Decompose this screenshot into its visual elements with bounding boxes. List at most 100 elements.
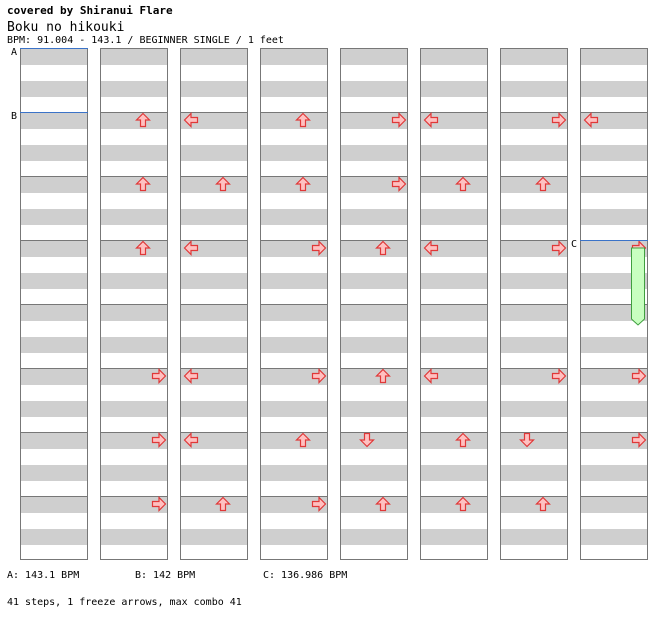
- bpm-legend-c: C: 136.986 BPM: [263, 570, 348, 581]
- measure-line: [421, 304, 487, 305]
- chart-column-5: [340, 48, 408, 560]
- left-arrow-icon: [423, 240, 439, 256]
- chart-column-2: [100, 48, 168, 560]
- measure-line: [261, 304, 327, 305]
- step-summary: 41 steps, 1 freeze arrows, max combo 41: [7, 597, 242, 608]
- right-arrow-icon: [391, 176, 407, 192]
- measure-line: [341, 112, 407, 113]
- up-arrow-icon: [535, 496, 551, 512]
- right-arrow-icon: [551, 240, 567, 256]
- bpm-change-line: [20, 48, 88, 49]
- chart-column-7: [500, 48, 568, 560]
- measure-line: [21, 368, 87, 369]
- right-arrow-icon: [631, 368, 647, 384]
- right-arrow-icon: [551, 112, 567, 128]
- measure-line: [581, 176, 647, 177]
- measure-line: [341, 496, 407, 497]
- measure-line: [581, 112, 647, 113]
- measure-line: [181, 368, 247, 369]
- measure-line: [181, 432, 247, 433]
- up-arrow-icon: [535, 176, 551, 192]
- measure-line: [501, 368, 567, 369]
- measure-line: [501, 304, 567, 305]
- right-arrow-icon: [551, 368, 567, 384]
- measure-line: [261, 240, 327, 241]
- right-arrow-icon: [151, 368, 167, 384]
- measure-line: [501, 496, 567, 497]
- up-arrow-icon: [455, 496, 471, 512]
- bpm-change-line: [20, 112, 88, 113]
- right-arrow-icon: [631, 432, 647, 448]
- down-arrow-icon: [359, 432, 375, 448]
- up-arrow-icon: [375, 496, 391, 512]
- measure-line: [261, 176, 327, 177]
- measure-line: [181, 176, 247, 177]
- measure-line: [21, 496, 87, 497]
- up-arrow-icon: [215, 496, 231, 512]
- credit-line: covered by Shiranui Flare: [7, 4, 173, 17]
- freeze-arrow-icon: [630, 247, 646, 331]
- up-arrow-icon: [135, 176, 151, 192]
- measure-line: [261, 368, 327, 369]
- right-arrow-icon: [311, 368, 327, 384]
- up-arrow-icon: [295, 432, 311, 448]
- chart-column-3: [180, 48, 248, 560]
- measure-line: [21, 432, 87, 433]
- measure-line: [341, 368, 407, 369]
- measure-line: [101, 368, 167, 369]
- left-arrow-icon: [183, 368, 199, 384]
- measure-line: [181, 496, 247, 497]
- measure-line: [501, 432, 567, 433]
- chart-info: BPM: 91.004 - 143.1 / BEGINNER SINGLE / …: [7, 35, 284, 46]
- right-arrow-icon: [151, 432, 167, 448]
- up-arrow-icon: [375, 240, 391, 256]
- measure-line: [421, 240, 487, 241]
- song-title: Boku no hikouki: [7, 20, 125, 35]
- up-arrow-icon: [135, 112, 151, 128]
- up-arrow-icon: [295, 112, 311, 128]
- measure-line: [501, 176, 567, 177]
- bpm-change-line: [580, 240, 648, 241]
- chart-column-8: [580, 48, 648, 560]
- measure-line: [501, 240, 567, 241]
- left-arrow-icon: [423, 368, 439, 384]
- measure-line: [421, 368, 487, 369]
- measure-line: [101, 112, 167, 113]
- left-arrow-icon: [423, 112, 439, 128]
- up-arrow-icon: [455, 176, 471, 192]
- measure-line: [581, 432, 647, 433]
- measure-line: [341, 304, 407, 305]
- measure-line: [21, 240, 87, 241]
- bpm-marker-label: B: [11, 111, 18, 122]
- measure-line: [101, 240, 167, 241]
- chart-column-6: [420, 48, 488, 560]
- measure-line: [581, 368, 647, 369]
- up-arrow-icon: [135, 240, 151, 256]
- measure-line: [341, 240, 407, 241]
- right-arrow-icon: [151, 496, 167, 512]
- left-arrow-icon: [183, 432, 199, 448]
- measure-line: [101, 432, 167, 433]
- bpm-legend-b: B: 142 BPM: [135, 570, 196, 581]
- measure-line: [581, 496, 647, 497]
- measure-line: [261, 432, 327, 433]
- measure-line: [101, 304, 167, 305]
- measure-line: [501, 112, 567, 113]
- chart-column-4: [260, 48, 328, 560]
- measure-line: [21, 176, 87, 177]
- measure-line: [421, 176, 487, 177]
- measure-line: [421, 112, 487, 113]
- measure-line: [101, 496, 167, 497]
- up-arrow-icon: [215, 176, 231, 192]
- measure-line: [261, 496, 327, 497]
- bpm-legend-a: A: 143.1 BPM: [7, 570, 80, 581]
- right-arrow-icon: [391, 112, 407, 128]
- up-arrow-icon: [375, 368, 391, 384]
- right-arrow-icon: [311, 240, 327, 256]
- measure-line: [581, 304, 647, 305]
- right-arrow-icon: [311, 496, 327, 512]
- measure-line: [421, 432, 487, 433]
- measure-line: [261, 112, 327, 113]
- chart-column-1: [20, 48, 88, 560]
- measure-line: [181, 240, 247, 241]
